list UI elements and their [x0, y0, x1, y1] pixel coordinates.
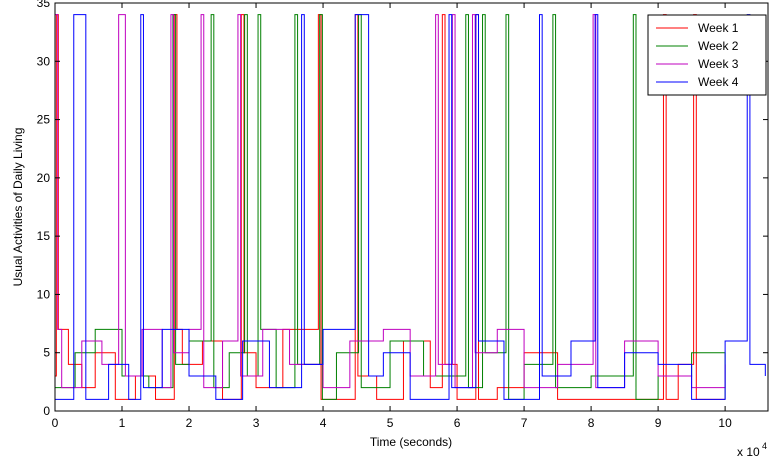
x-tick-label: 0: [52, 416, 59, 430]
y-tick-label: 0: [43, 404, 50, 418]
y-tick-label: 20: [37, 171, 51, 185]
x-tick-label: 4: [320, 416, 327, 430]
y-axis-label: Usual Activities of Daily Living: [11, 128, 25, 287]
y-tick-label: 15: [37, 229, 51, 243]
y-tick-label: 5: [43, 346, 50, 360]
legend-label: Week 2: [698, 39, 739, 53]
x-tick-label: 8: [588, 416, 595, 430]
x-tick-label: 1: [119, 416, 126, 430]
step-line: [55, 14, 766, 400]
legend-label: Week 3: [698, 57, 739, 71]
x-tick-label: 7: [521, 416, 528, 430]
x-tick-label: 5: [387, 416, 394, 430]
x-tick-label: 3: [253, 416, 260, 430]
x-tick-label: 2: [186, 416, 193, 430]
axis-multiplier: x 10: [737, 445, 760, 459]
step-line: [55, 14, 726, 400]
y-tick-label: 25: [37, 113, 51, 127]
y-tick-label: 10: [37, 287, 51, 301]
x-tick-label: 6: [454, 416, 461, 430]
y-tick-label: 35: [37, 0, 51, 10]
axis-multiplier-exponent: 4: [762, 441, 767, 451]
axes-box: [54, 2, 769, 412]
x-tick-label: 9: [655, 416, 662, 430]
x-axis-label: Time (seconds): [370, 435, 452, 449]
y-tick-label: 30: [37, 54, 51, 68]
plot-area: [55, 14, 766, 400]
legend-label: Week 4: [698, 75, 739, 89]
x-tick-label: 10: [718, 416, 732, 430]
legend-label: Week 1: [698, 21, 739, 35]
